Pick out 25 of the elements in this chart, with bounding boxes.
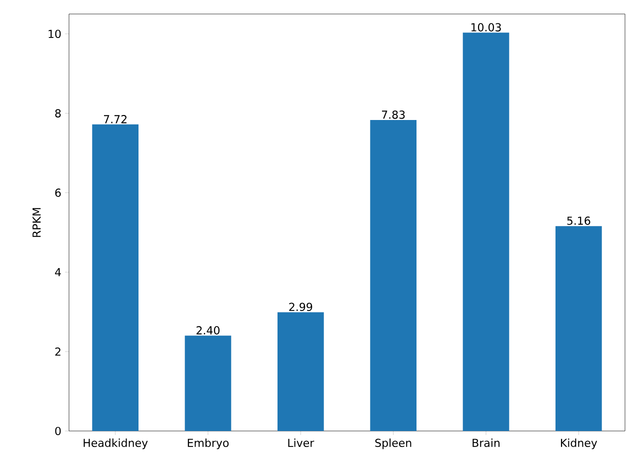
bar [92, 124, 139, 431]
y-tick-label: 10 [48, 30, 61, 38]
bar [278, 312, 324, 431]
x-tick-label: Embryo [188, 438, 229, 450]
bar [555, 226, 602, 431]
data-label: 2.99 [289, 302, 312, 312]
bar [370, 120, 416, 431]
x-tick-label: Spleen [375, 438, 412, 450]
y-tick-label: 8 [55, 109, 61, 118]
x-tick-label: Headkidney [84, 438, 148, 450]
x-tick-label: Brain [472, 438, 500, 448]
bar [462, 32, 510, 431]
data-label: 5.16 [567, 216, 590, 225]
y-tick-label: 0 [55, 426, 61, 436]
y-tick-label: 4 [55, 268, 61, 276]
x-tick-label: Liver [288, 438, 314, 448]
y-tick-label: 2 [55, 347, 60, 356]
data-label: 10.03 [471, 23, 501, 32]
data-label: 2.40 [196, 326, 220, 334]
bar [184, 336, 232, 431]
y-axis-title: RPKM [32, 208, 41, 237]
y-tick-label: 6 [55, 188, 61, 197]
data-label: 7.72 [104, 115, 126, 124]
data-label: 7.83 [382, 110, 405, 119]
x-tick-label: Kidney [560, 438, 598, 450]
